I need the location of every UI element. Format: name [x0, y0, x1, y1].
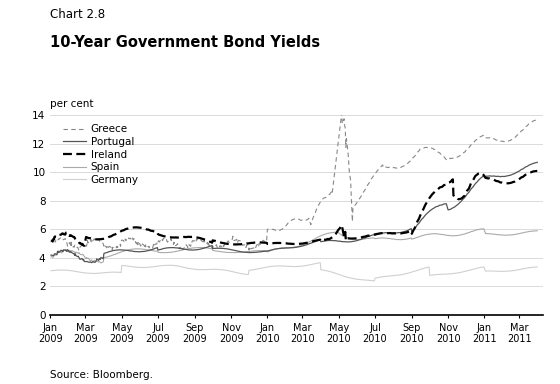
Text: per cent: per cent	[50, 99, 94, 109]
Text: Chart 2.8: Chart 2.8	[50, 8, 105, 21]
Legend: Greece, Portugal, Ireland, Spain, Germany: Greece, Portugal, Ireland, Spain, German…	[60, 122, 141, 187]
Text: 10-Year Government Bond Yields: 10-Year Government Bond Yields	[50, 35, 320, 50]
Text: Source: Bloomberg.: Source: Bloomberg.	[50, 370, 153, 380]
